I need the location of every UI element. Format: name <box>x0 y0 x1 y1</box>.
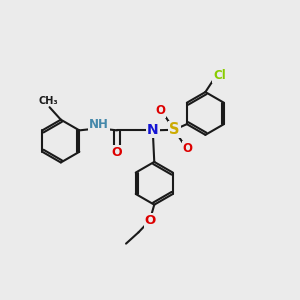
Text: O: O <box>112 146 122 159</box>
Text: CH₃: CH₃ <box>38 96 58 106</box>
Text: S: S <box>169 122 179 137</box>
Text: Cl: Cl <box>213 69 226 82</box>
Text: O: O <box>183 142 193 155</box>
Text: O: O <box>155 104 166 117</box>
Text: NH: NH <box>89 118 109 131</box>
Text: N: N <box>147 123 159 137</box>
Text: O: O <box>145 214 156 227</box>
